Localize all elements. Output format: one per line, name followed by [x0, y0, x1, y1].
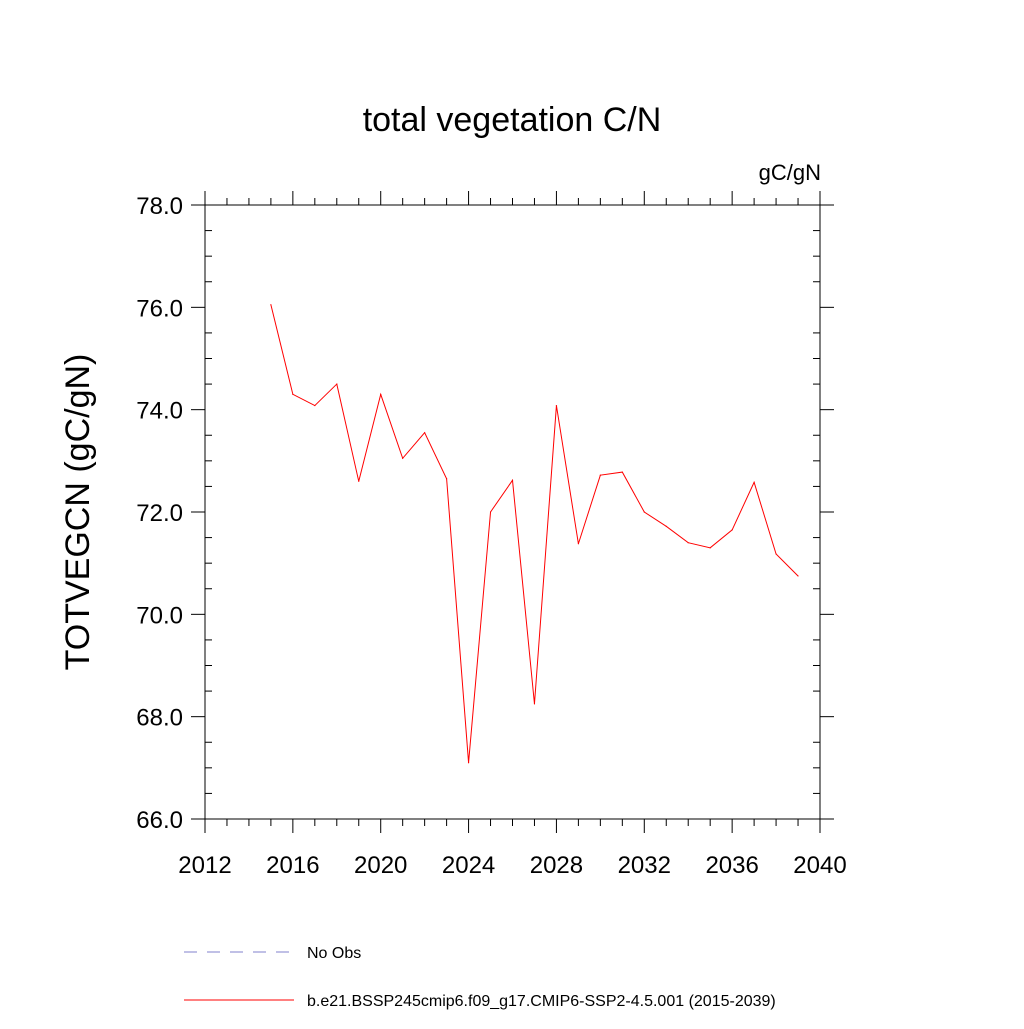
legend-item: No Obs [184, 945, 361, 962]
data-point [555, 404, 558, 407]
data-point [797, 575, 799, 577]
x-tick-label: 2040 [793, 852, 846, 879]
data-series [270, 304, 799, 764]
data-point [753, 481, 755, 483]
data-point [599, 474, 601, 476]
y-tick-label: 66.0 [136, 807, 183, 834]
legend-label: No Obs [307, 945, 361, 962]
axes: 2012 2016 2020 2024 2028 2032 2036 2040 66.0 68.0… [136, 191, 847, 879]
data-point [446, 478, 448, 480]
data-point [731, 529, 733, 531]
data-point [314, 404, 316, 407]
y-tick-label: 72.0 [136, 500, 183, 527]
x-tick-label: 2032 [618, 852, 671, 879]
data-point [270, 304, 272, 306]
data-point [380, 393, 382, 395]
legend: No Obs b.e21.BSSP245cmip6.f09_g17.CMIP6-S… [184, 945, 776, 1010]
data-point [402, 457, 404, 459]
data-point [577, 543, 579, 545]
units-label: gC/gN [759, 160, 821, 185]
y-tick-label: 68.0 [136, 705, 183, 732]
data-point [336, 383, 338, 385]
x-tick-label: 2028 [530, 852, 583, 879]
data-point [489, 511, 492, 513]
x-tick-label: 2024 [442, 852, 495, 879]
legend-item: b.e21.BSSP245cmip6.f09_g17.CMIP6-SSP2-4.… [184, 993, 776, 1010]
series-layer [270, 304, 799, 764]
chart-title: total vegetation C/N [363, 101, 662, 139]
y-axis-label: TOTVEGCN (gC/gN) [59, 354, 97, 671]
y-tick-label: 70.0 [136, 602, 183, 629]
data-point [775, 553, 777, 555]
x-tick-label: 2036 [705, 852, 758, 879]
y-tick-label: 76.0 [136, 295, 183, 322]
x-tick-label: 2012 [178, 852, 231, 879]
data-point [424, 432, 426, 434]
y-tick-label: 78.0 [136, 193, 183, 220]
data-point [621, 471, 623, 473]
data-point [687, 542, 689, 544]
data-point [358, 480, 360, 482]
data-point [533, 703, 536, 705]
x-tick-label: 2020 [354, 852, 407, 879]
series-line [270, 304, 799, 763]
data-point [292, 393, 294, 395]
plot-frame [204, 204, 821, 820]
legend-label: b.e21.BSSP245cmip6.f09_g17.CMIP6-SSP2-4.… [307, 993, 776, 1010]
data-point [511, 479, 514, 481]
data-point [709, 547, 711, 549]
x-tick-label: 2016 [266, 852, 319, 879]
y-tick-label: 74.0 [136, 398, 183, 425]
data-point [665, 525, 667, 527]
data-point [643, 511, 645, 513]
data-point [467, 762, 470, 764]
